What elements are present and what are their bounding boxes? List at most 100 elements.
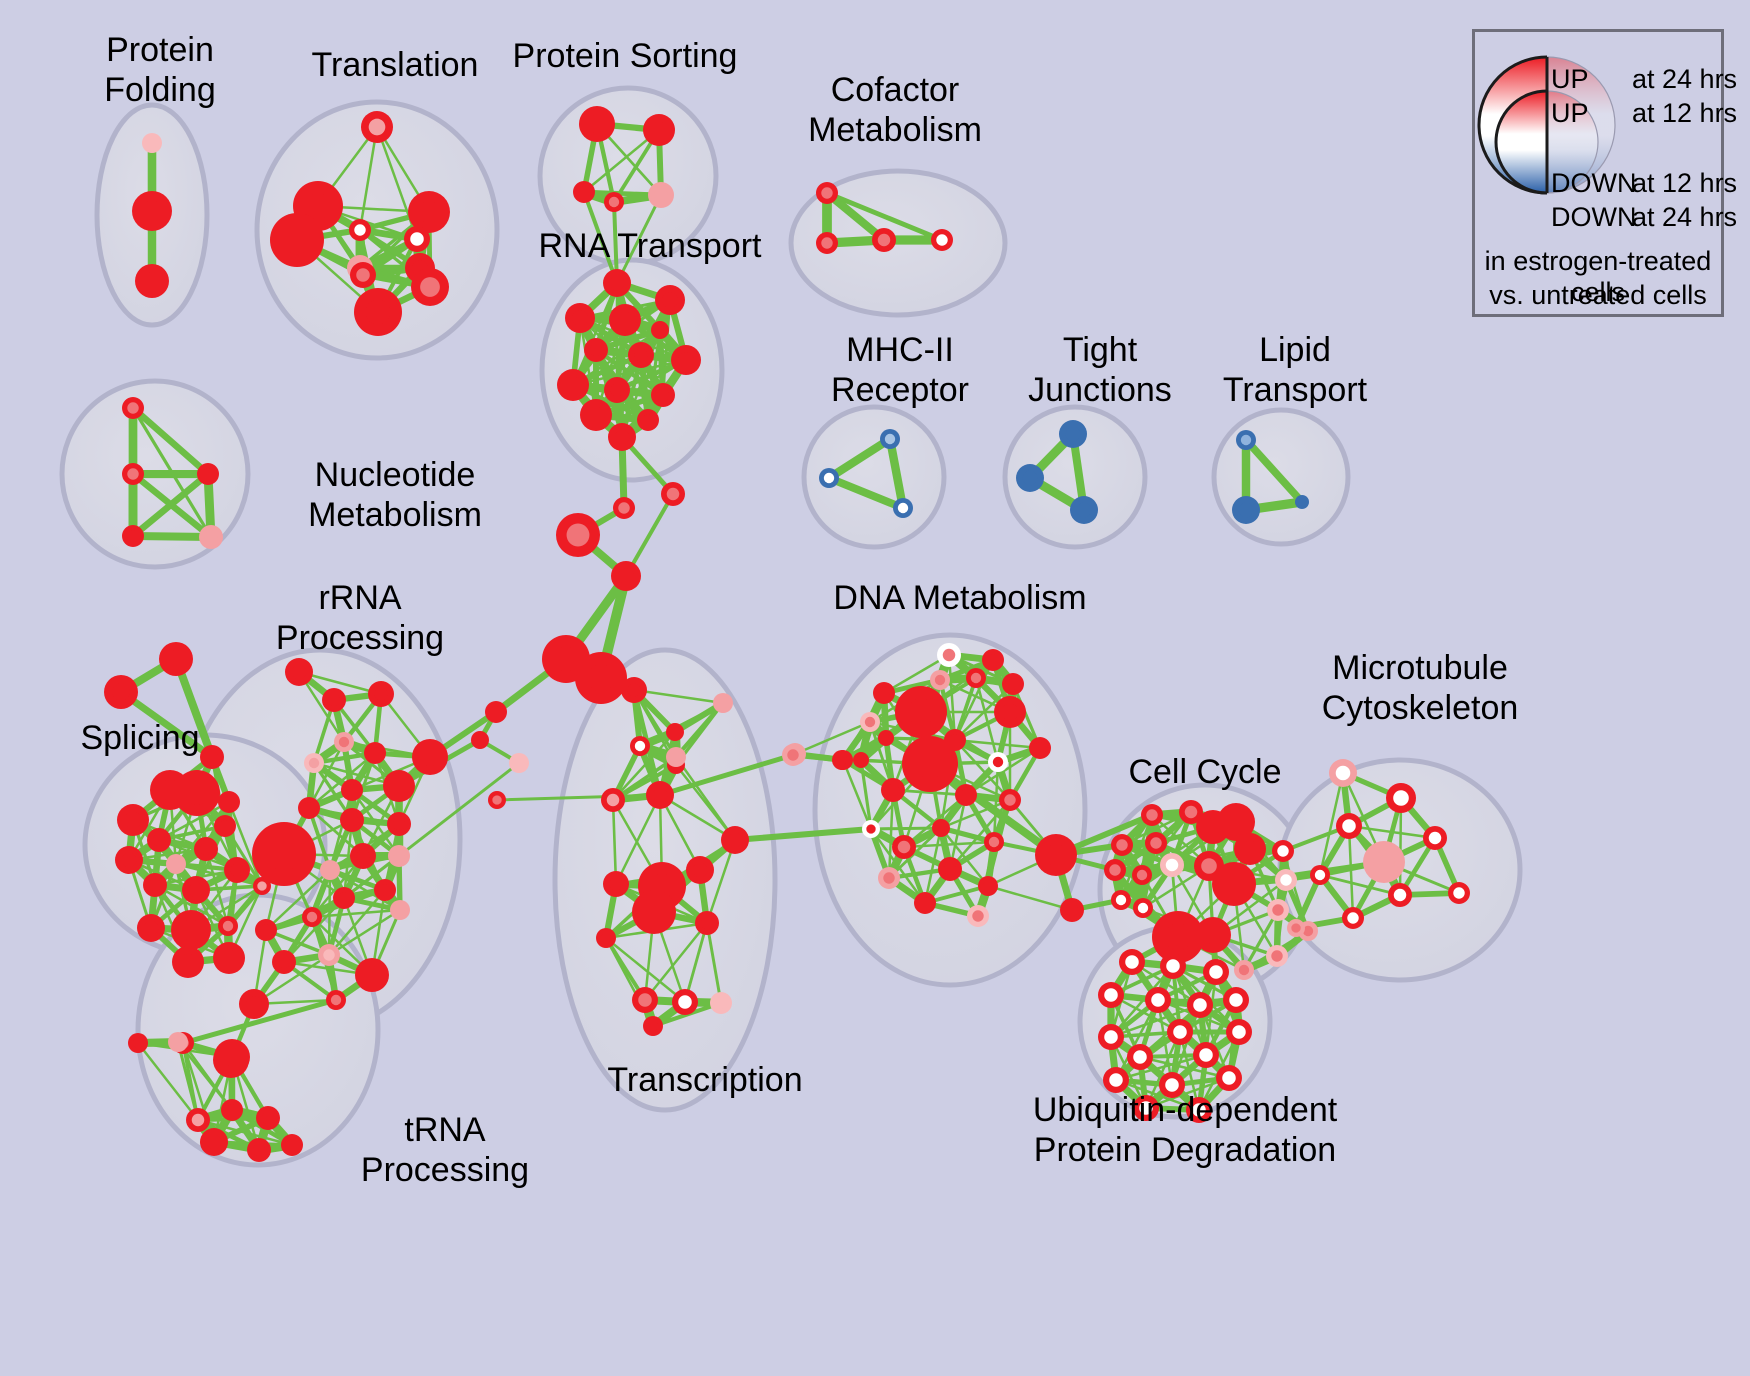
network-node [137, 914, 165, 942]
node-disc-12hr [553, 646, 579, 672]
network-node [1234, 960, 1254, 980]
node-disc-12hr [654, 188, 668, 202]
network-edge [1231, 859, 1387, 887]
network-node [1167, 1019, 1193, 1045]
network-node [1266, 945, 1288, 967]
network-node [630, 736, 650, 756]
network-node [471, 731, 489, 749]
node-disc-12hr [678, 352, 694, 368]
network-node [984, 832, 1004, 852]
node-disc-12hr [638, 993, 652, 1007]
network-edge [1114, 998, 1160, 1082]
network-node [1388, 883, 1412, 907]
network-node [873, 682, 895, 704]
legend-row-2-time: at 12 hrs [1632, 168, 1738, 198]
network-edge [611, 798, 618, 886]
node-disc-12hr [141, 200, 163, 222]
node-disc-12hr [306, 911, 318, 923]
node-disc-12hr [587, 114, 607, 134]
network-edge [822, 188, 889, 245]
network-node [646, 781, 674, 809]
network-node [1111, 834, 1133, 856]
network-node [281, 1134, 303, 1156]
network-node [159, 642, 193, 676]
network-node [186, 1108, 210, 1132]
network-edge [1114, 1053, 1208, 1082]
node-disc-12hr [884, 433, 896, 445]
node-disc-12hr [1151, 993, 1165, 1007]
node-disc-12hr [982, 880, 994, 892]
network-node [1160, 853, 1184, 877]
network-node [1236, 430, 1256, 450]
network-node [128, 1033, 148, 1053]
node-disc-12hr [642, 900, 666, 924]
node-disc-12hr [1001, 703, 1019, 721]
node-disc-12hr [202, 468, 214, 480]
node-disc-12hr [475, 735, 485, 745]
cluster-label-rrna-processing: rRNA Processing [275, 579, 445, 657]
node-disc-12hr [1146, 809, 1158, 821]
network-node [1070, 496, 1098, 524]
network-edge [582, 128, 661, 194]
node-disc-12hr [220, 949, 238, 967]
network-edge [793, 720, 872, 756]
network-node [1035, 834, 1077, 876]
node-disc-12hr [942, 648, 956, 662]
node-disc-12hr [1125, 955, 1139, 969]
node-disc-12hr [1192, 1103, 1206, 1117]
network-node [404, 226, 430, 252]
node-disc-12hr [345, 813, 359, 827]
node-disc-12hr [1209, 965, 1223, 979]
node-disc-12hr [152, 833, 166, 847]
network-node [341, 779, 363, 801]
cluster-hull-tight-junctions [1002, 404, 1148, 550]
network-edge [658, 793, 702, 872]
network-edge [615, 193, 663, 285]
node-disc-12hr [324, 864, 336, 876]
node-disc-12hr [346, 784, 358, 796]
node-disc-12hr [392, 817, 406, 831]
node-disc-12hr [338, 736, 350, 748]
network-node [1295, 495, 1309, 509]
node-disc-12hr [420, 277, 440, 297]
network-node [1060, 898, 1084, 922]
network-node [1267, 899, 1289, 921]
legend-inner-disc-half [1496, 91, 1547, 193]
network-node [878, 730, 894, 746]
node-disc-12hr [1298, 498, 1306, 506]
network-node [221, 1099, 243, 1121]
network-node [252, 822, 316, 886]
network-node [368, 681, 394, 707]
network-edge [196, 1118, 294, 1147]
node-disc-12hr [866, 824, 876, 834]
node-disc-12hr [821, 187, 833, 199]
network-node [1363, 841, 1405, 883]
network-edge [732, 826, 874, 843]
network-edge [1242, 908, 1280, 972]
network-node [1336, 813, 1362, 839]
node-disc-12hr [614, 429, 630, 445]
network-edge [297, 670, 383, 696]
node-disc-12hr [878, 687, 890, 699]
node-layer [104, 106, 1470, 1162]
network-node [1016, 464, 1044, 492]
network-node [270, 213, 324, 267]
node-disc-12hr [652, 787, 668, 803]
node-disc-12hr [864, 716, 876, 728]
node-disc-12hr [1104, 1030, 1118, 1044]
network-edge [582, 190, 619, 285]
network-node [613, 497, 635, 519]
network-node [122, 525, 144, 547]
network-node [931, 229, 953, 251]
node-disc-12hr [1137, 902, 1149, 914]
network-edge [1347, 824, 1437, 840]
network-node [1386, 783, 1416, 813]
network-node [603, 871, 629, 897]
node-disc-12hr [907, 698, 935, 726]
network-node [853, 752, 869, 768]
network-node [782, 744, 804, 766]
network-edge [604, 936, 687, 1004]
node-disc-12hr [610, 383, 624, 397]
network-node [135, 264, 169, 298]
node-disc-12hr [647, 1020, 659, 1032]
